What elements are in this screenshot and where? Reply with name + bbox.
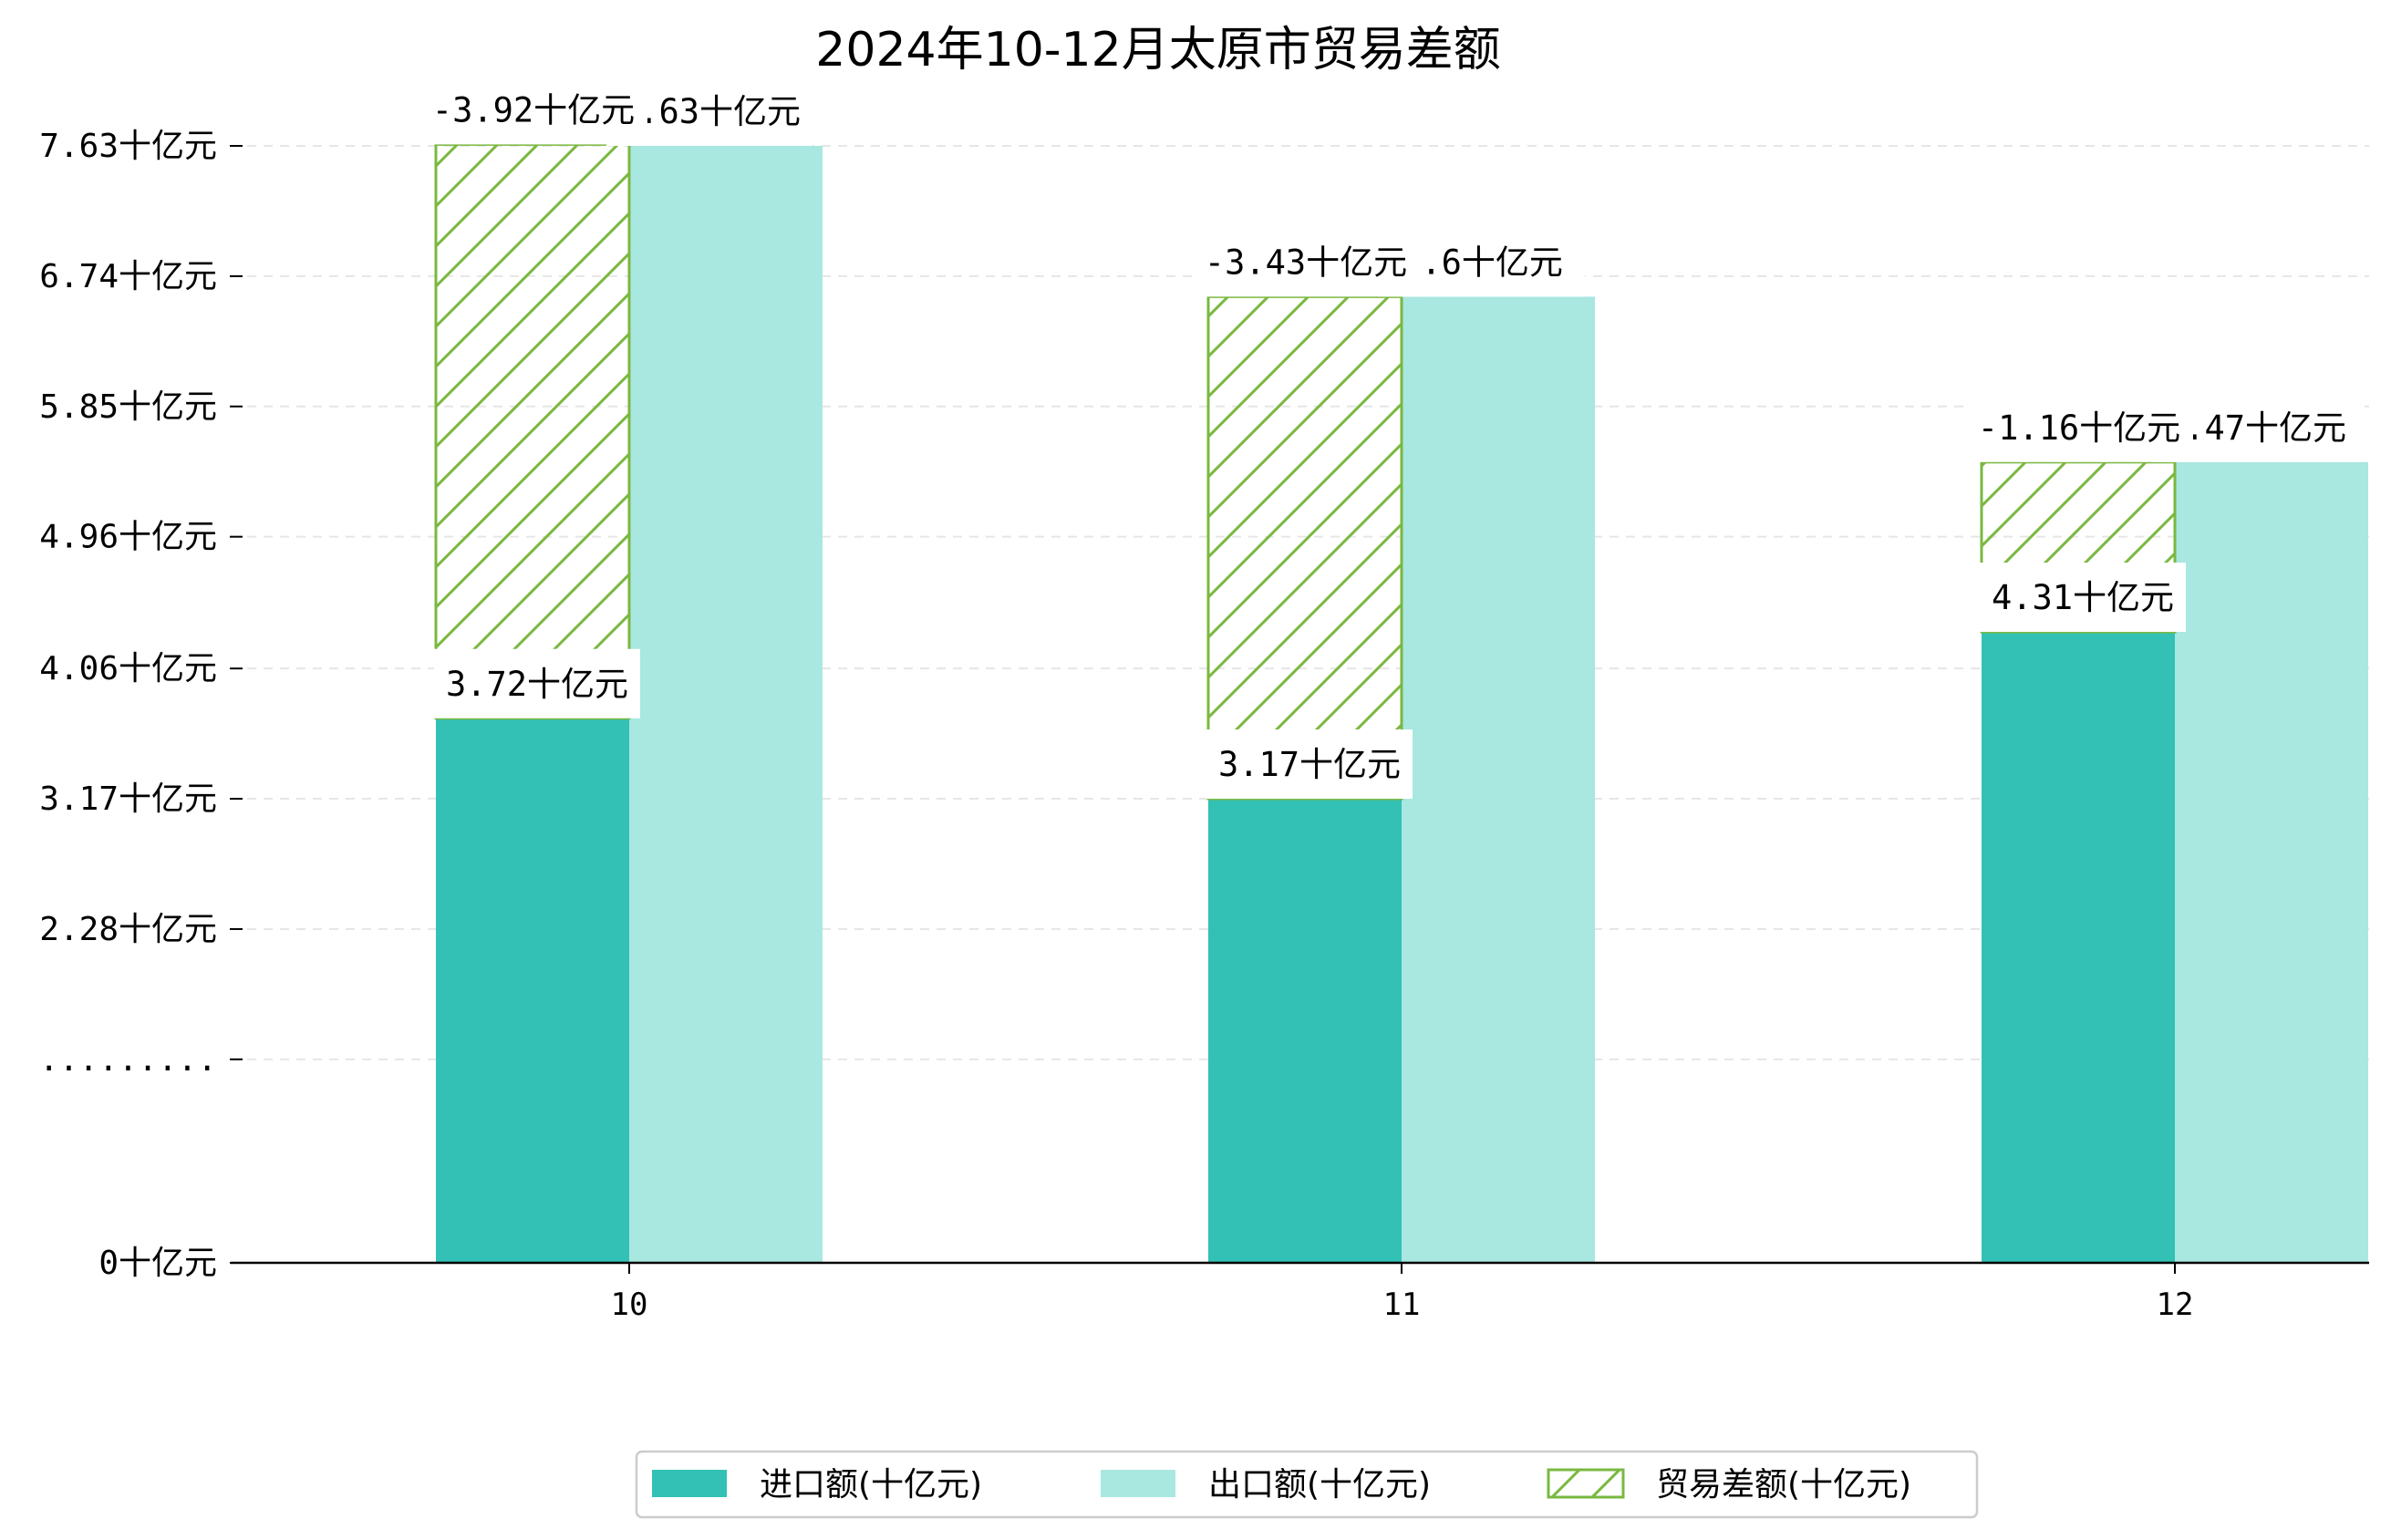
bars [434,142,2368,1264]
x-tick-label: 12 [2157,1287,2194,1323]
export-bar [2175,461,2368,1263]
data-label-box [1206,729,1413,800]
import-bar [1982,632,2175,1263]
data-label: 6.6十亿元 [1401,243,1563,282]
data-label: -3.92十亿元 [432,90,635,129]
y-tick-label: 2.28十亿元 [39,911,217,948]
y-tick-label: 7.63十亿元 [39,128,217,165]
data-label: 4.31十亿元 [1992,578,2174,617]
legend-frame [635,1450,1979,1519]
legend-export-label: 出口额(十亿元) [1208,1466,1431,1504]
export-bar [1402,296,1595,1264]
data-label: 5.47十亿元 [2164,408,2346,448]
data-label-box [419,75,647,145]
legend-import-swatch [652,1470,727,1497]
legend-balance-label: 贸易差额(十亿元) [1656,1466,1911,1504]
legend-balance-swatch [1547,1468,1625,1499]
x-tick-label: 10 [611,1287,648,1323]
data-label: 3.17十亿元 [1218,745,1401,784]
y-tick-label: 4.06十亿元 [39,650,217,687]
axes: 0十亿元......... 2.28十亿元 3.17十亿元 4.06十亿元 4.96十亿… [39,128,2369,1323]
data-label-box [1192,227,1420,297]
legend-export-swatch [1101,1470,1175,1497]
y-tick-label: 0十亿元 [98,1245,217,1282]
data-label-box [1965,392,2193,462]
y-tick-label: 3.17十亿元 [39,780,217,818]
export-bar [629,146,823,1263]
data-label-box [1980,563,2186,633]
balance-bar [1206,295,1403,801]
import-bar [436,718,629,1263]
data-label: 7.63十亿元 [618,92,801,131]
data-label: 3.72十亿元 [446,665,628,704]
data-label-box [434,648,640,718]
import-bar [1208,799,1402,1263]
y-tick-label: ......... [39,1041,217,1079]
data-label: -3.43十亿元 [1205,243,1407,282]
y-tick-label: 5.85十亿元 [39,388,217,426]
balance-bar [434,142,631,720]
legend-import-label: 进口额(十亿元) [760,1466,982,1504]
y-tick-label: 4.96十亿元 [39,519,217,556]
x-tick-label: 11 [1383,1287,1421,1323]
chart-title: 2024年10-12月太原市贸易差额 [815,23,1500,78]
legend: 进口额(十亿元) 出口额(十亿元) 贸易差额(十亿元) [635,1450,1979,1519]
data-labels: 7.63十亿元-3.92十亿元 3.72十亿元 6.6十亿元-3.43十亿元 3.17… [419,75,2358,800]
data-label: -1.16十亿元 [1978,408,2180,448]
y-tick-label: 6.74十亿元 [39,258,217,295]
